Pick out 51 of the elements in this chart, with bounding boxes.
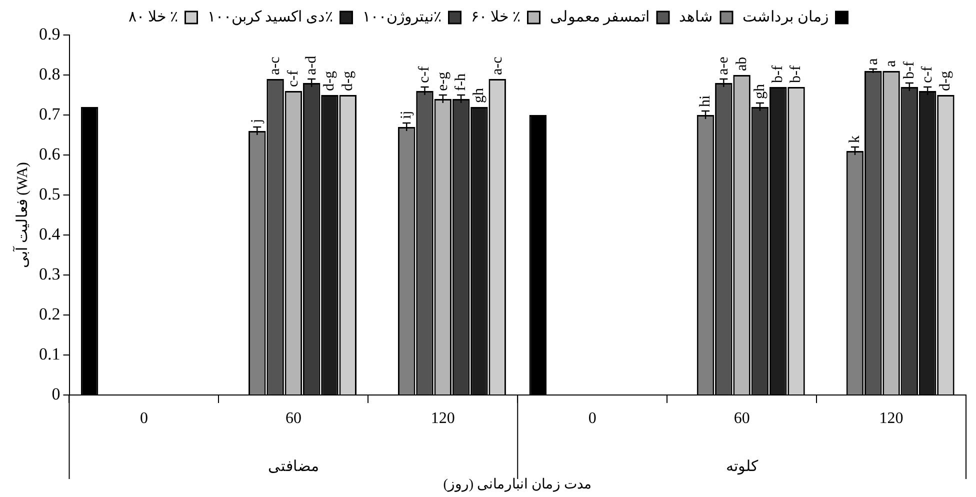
data-label: b-f: [788, 66, 804, 83]
data-label: b-f: [770, 66, 786, 83]
y-tick-label: 0.2: [39, 304, 60, 324]
y-tick-label: 0.9: [39, 24, 60, 44]
data-label: b-f: [901, 62, 918, 79]
legend-label: زمان برداشت: [742, 9, 828, 26]
data-label: ab: [734, 56, 750, 71]
data-label: d-g: [322, 70, 338, 91]
data-label: k: [846, 135, 863, 143]
legend-label: نیتروژن۱۰۰٪: [362, 9, 442, 26]
data-label: gh: [752, 84, 768, 99]
y-tick-label: 0.1: [39, 344, 60, 364]
data-label: ij: [398, 110, 415, 119]
y-tick-label: 0.8: [39, 64, 60, 84]
y-tick-label: 0.7: [39, 104, 61, 124]
data-label: gh: [471, 88, 488, 103]
y-tick-label: 0.4: [39, 224, 61, 244]
x-tick-label: 60: [285, 410, 302, 427]
data-label: hi: [697, 95, 714, 107]
data-label: d-g: [938, 70, 954, 91]
legend-label: خلا ۶۰ ٪: [470, 9, 520, 26]
x-tick-label: 0: [588, 410, 596, 427]
legend-label: اتمسفر معمولی: [550, 9, 650, 26]
x-tick-label: 0: [140, 410, 148, 427]
y-axis-title: فعالیت آبی (WA): [12, 162, 31, 268]
y-tick-label: 0.6: [39, 144, 60, 164]
data-label: a-c: [489, 56, 506, 75]
x-axis-title: مدت زمان انبارمانی (روز): [443, 477, 592, 492]
data-label: a: [865, 58, 882, 65]
data-label: f-h: [452, 73, 469, 91]
legend-label: دی اکسید کربن۱۰۰٪: [207, 9, 333, 26]
x-tick-label: 60: [734, 410, 750, 427]
data-label: d-g: [340, 70, 356, 91]
text: کلوته: [726, 458, 759, 475]
y-tick-label: 0: [52, 384, 60, 404]
data-label: j: [249, 118, 266, 124]
data-label: c-f: [920, 66, 936, 83]
y-tick-label: 0.3: [39, 264, 60, 284]
data-label: a: [883, 60, 900, 67]
x-tick-label: 120: [430, 410, 455, 427]
legend-label: خلا ۸۰ ٪: [128, 9, 178, 26]
y-tick-label: 0.5: [39, 184, 60, 204]
data-label: a-c: [267, 56, 284, 75]
x-tick-label: 120: [879, 410, 904, 427]
data-label: e-g: [434, 71, 451, 91]
data-label: c-f: [416, 66, 433, 83]
data-label: c-f: [285, 70, 302, 87]
text: مضافتی: [268, 458, 319, 475]
data-label: a-d: [304, 55, 320, 75]
data-label: a-e: [716, 56, 732, 75]
legend-label: شاهد: [679, 9, 713, 26]
